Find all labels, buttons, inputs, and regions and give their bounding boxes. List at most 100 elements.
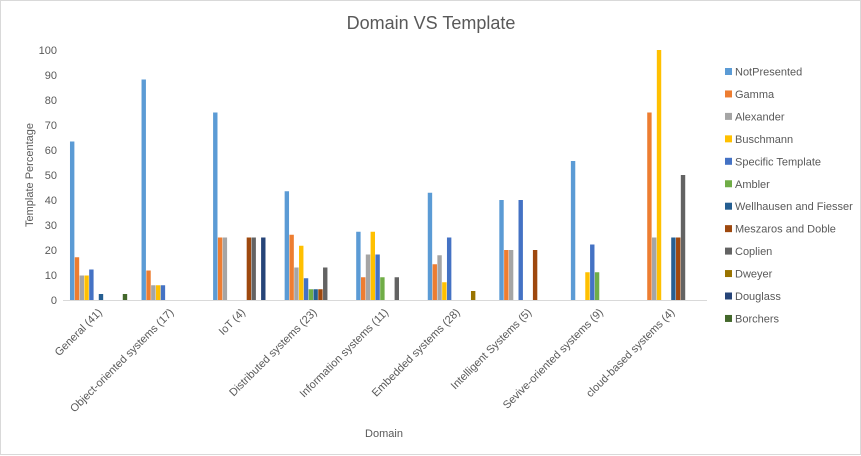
bar bbox=[671, 237, 676, 300]
x-tick-label: General (41) bbox=[53, 307, 105, 359]
legend-swatch bbox=[725, 180, 732, 188]
y-tick-label: 100 bbox=[39, 45, 57, 57]
bar bbox=[504, 250, 509, 300]
bar bbox=[323, 267, 328, 300]
bar bbox=[361, 277, 366, 300]
legend-swatch bbox=[725, 68, 732, 75]
bar bbox=[155, 285, 161, 300]
legend-swatch bbox=[725, 202, 732, 210]
y-tick-label: 80 bbox=[45, 95, 57, 107]
bar bbox=[318, 289, 323, 300]
bar bbox=[442, 282, 447, 300]
y-tick-label: 50 bbox=[45, 170, 57, 182]
bar bbox=[590, 244, 595, 300]
legend-item: Ambler bbox=[735, 179, 770, 191]
bar bbox=[427, 192, 433, 300]
bar bbox=[499, 200, 504, 300]
y-tick-label: 10 bbox=[45, 270, 57, 282]
bar bbox=[89, 269, 94, 300]
bar bbox=[74, 257, 80, 300]
y-tick-label: 30 bbox=[45, 220, 57, 232]
bar bbox=[647, 112, 652, 300]
legend-item: Wellhausen and Fiesser bbox=[735, 201, 853, 213]
bar bbox=[213, 112, 218, 300]
bar bbox=[446, 237, 452, 300]
bar bbox=[151, 285, 156, 300]
bar bbox=[299, 245, 304, 300]
bar bbox=[141, 79, 146, 300]
legend-swatch bbox=[725, 90, 732, 98]
bar bbox=[594, 272, 600, 300]
bar bbox=[84, 275, 89, 300]
legend-swatch bbox=[725, 292, 732, 300]
y-tick-label: 40 bbox=[45, 195, 57, 207]
legend-item: Alexander bbox=[735, 111, 785, 123]
bar bbox=[289, 234, 294, 300]
bar bbox=[313, 289, 318, 300]
legend-swatch bbox=[725, 225, 732, 233]
bar bbox=[370, 231, 375, 300]
legend: NotPresented Gamma Alexander Buschmann Speci… bbox=[725, 67, 853, 325]
bar bbox=[375, 254, 380, 300]
bar bbox=[518, 200, 523, 300]
bar bbox=[122, 294, 128, 300]
bar bbox=[217, 237, 223, 300]
bar bbox=[365, 254, 371, 300]
bar bbox=[251, 237, 256, 300]
legend-swatch bbox=[725, 314, 732, 322]
bar bbox=[303, 278, 309, 300]
legend-swatch bbox=[725, 135, 732, 143]
bar bbox=[98, 294, 104, 300]
legend-swatch bbox=[725, 270, 732, 278]
bar bbox=[652, 237, 657, 300]
bars-group bbox=[69, 50, 686, 300]
bar bbox=[160, 285, 166, 300]
legend-item: Douglass bbox=[735, 291, 781, 303]
y-tick-label: 20 bbox=[45, 245, 57, 257]
legend-swatch bbox=[725, 157, 732, 165]
bar bbox=[222, 237, 228, 300]
y-axis-title: Template Percentage bbox=[24, 123, 36, 227]
y-tick-label: 0 bbox=[51, 295, 57, 307]
y-tick-label: 70 bbox=[45, 120, 57, 132]
bar bbox=[437, 255, 442, 300]
bar bbox=[261, 237, 266, 300]
bar bbox=[294, 267, 299, 300]
bar bbox=[308, 289, 314, 300]
bar bbox=[508, 250, 514, 300]
bar bbox=[470, 291, 476, 300]
bar bbox=[79, 275, 84, 300]
legend-item: Gamma bbox=[735, 89, 775, 101]
legend-item: NotPresented bbox=[735, 67, 802, 79]
bar bbox=[146, 270, 151, 300]
legend-item: Meszaros and Doble bbox=[735, 224, 836, 236]
legend-item: Specific Template bbox=[735, 156, 821, 168]
y-tick-label: 90 bbox=[45, 70, 57, 82]
legend-swatch bbox=[725, 112, 732, 120]
chart-title: Domain VS Template bbox=[347, 13, 516, 33]
legend-swatch bbox=[725, 247, 732, 255]
x-tick-label: IoT (4) bbox=[217, 307, 248, 338]
x-tick-label: Intelligent Systems (5) bbox=[449, 307, 534, 392]
bar bbox=[432, 264, 437, 300]
bar bbox=[246, 237, 252, 300]
y-tick-label: 60 bbox=[45, 145, 57, 157]
legend-item: Dweyer bbox=[735, 269, 773, 281]
bar bbox=[284, 191, 290, 300]
x-axis-title: Domain bbox=[365, 428, 403, 440]
bar bbox=[570, 161, 576, 300]
bar bbox=[356, 231, 361, 300]
bar bbox=[680, 175, 686, 300]
bar bbox=[585, 272, 590, 300]
legend-item: Buschmann bbox=[735, 134, 793, 146]
bar bbox=[69, 141, 75, 300]
bar bbox=[656, 50, 662, 300]
legend-item: Borchers bbox=[735, 313, 780, 325]
bar bbox=[676, 237, 681, 300]
bar bbox=[380, 277, 385, 300]
bar bbox=[532, 250, 538, 300]
bar bbox=[394, 277, 399, 300]
legend-item: Coplien bbox=[735, 246, 772, 258]
